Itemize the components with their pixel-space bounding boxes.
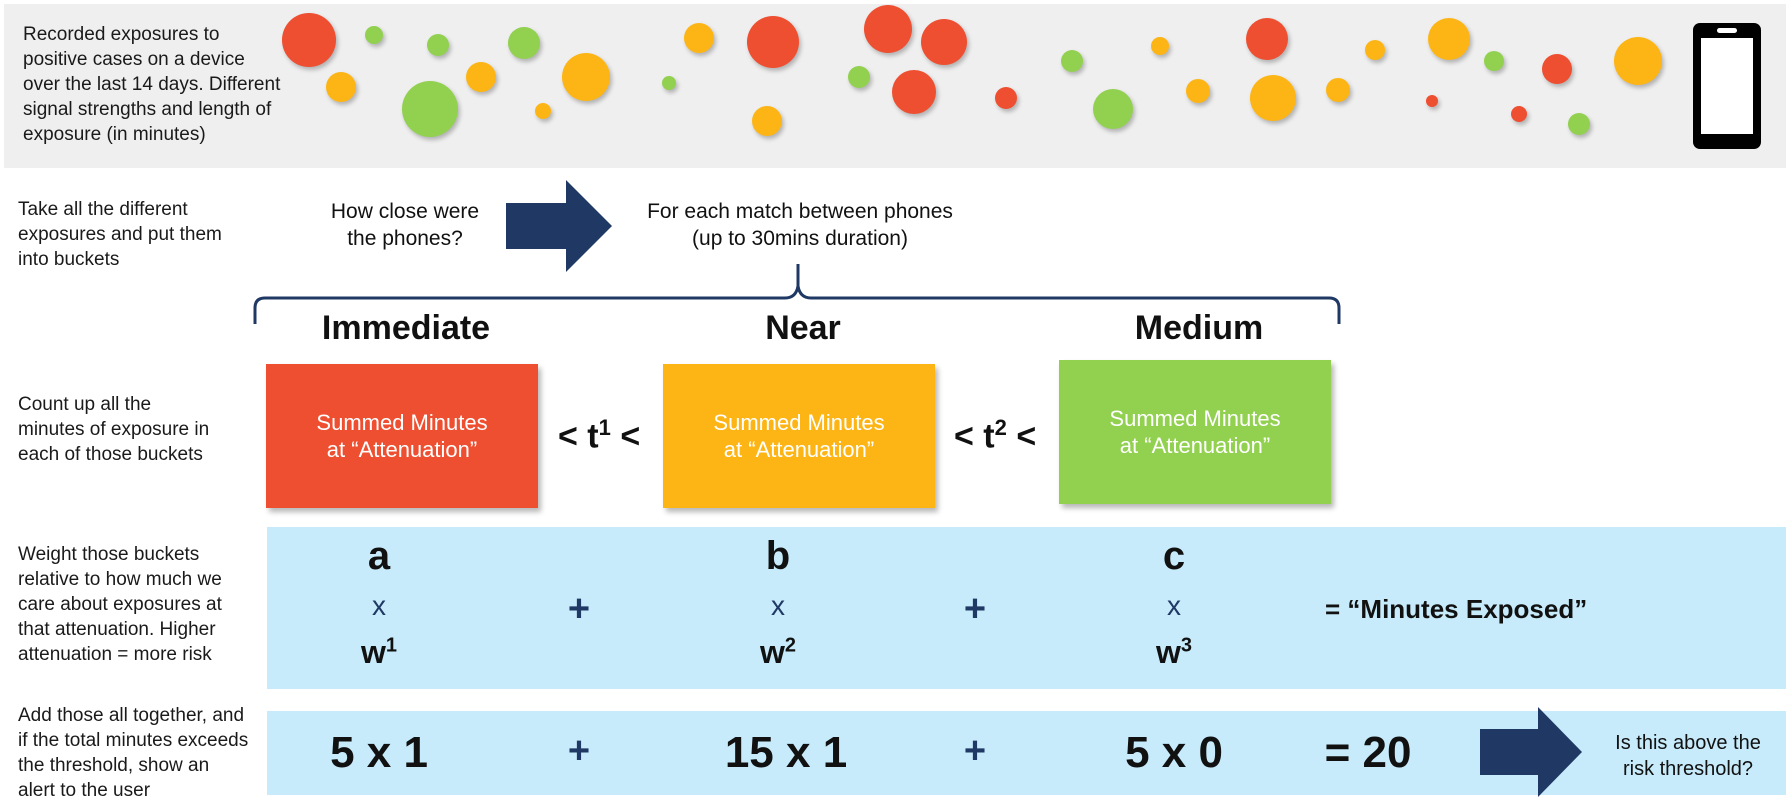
exposure-dot-green bbox=[662, 76, 676, 90]
exposure-dot-orange bbox=[1186, 79, 1210, 103]
exposure-dot-orange bbox=[1365, 40, 1385, 60]
exposure-dot-red bbox=[747, 16, 799, 68]
exposure-dot-red bbox=[892, 70, 936, 114]
exposure-dot-orange bbox=[1326, 78, 1350, 102]
term-c-weight: w3 bbox=[1155, 634, 1192, 670]
example-term-near: 15 x 1 bbox=[724, 728, 848, 777]
threshold-t2: < t2 < bbox=[954, 415, 1037, 456]
count-description: Count up all the minutes of exposure in … bbox=[18, 394, 210, 465]
bucket-medium: Summed Minutes at “Attenuation” bbox=[1059, 360, 1331, 504]
right-arrow-icon bbox=[1480, 707, 1582, 797]
exposure-dot-orange bbox=[535, 103, 551, 119]
bucket-title-immediate: Immediate bbox=[321, 309, 491, 347]
plus-sign: + bbox=[567, 730, 591, 772]
exposure-dot-green bbox=[848, 66, 870, 88]
exposure-dot-orange bbox=[752, 106, 782, 136]
bucket-title-medium: Medium bbox=[1134, 309, 1264, 347]
exposure-dot-red bbox=[282, 13, 336, 67]
term-b-weight: w2 bbox=[759, 634, 796, 670]
phone-icon bbox=[1693, 23, 1761, 149]
exposure-dot-green bbox=[508, 27, 540, 59]
right-arrow-icon bbox=[506, 180, 612, 272]
exposure-dot-orange bbox=[1428, 18, 1470, 60]
example-total: = 20 bbox=[1324, 728, 1412, 777]
exposure-dot-red bbox=[1542, 54, 1572, 84]
exposure-dot-green bbox=[402, 81, 458, 137]
threshold-t1: < t1 < bbox=[558, 415, 641, 456]
exposure-dot-red bbox=[1246, 18, 1288, 60]
bucket-immediate: Summed Minutes at “Attenuation” bbox=[266, 364, 538, 508]
how-close-question: How close were the phones? bbox=[330, 200, 480, 250]
exposure-dot-green bbox=[1061, 50, 1083, 72]
term-a-letter: a bbox=[367, 534, 391, 578]
exposure-dot-orange bbox=[562, 53, 610, 101]
minutes-exposed-label: = “Minutes Exposed” bbox=[1325, 594, 1588, 624]
term-b-times: x bbox=[771, 590, 785, 621]
exposure-dot-green bbox=[427, 34, 449, 56]
plus-sign: + bbox=[963, 730, 987, 772]
example-term-medium: 5 x 0 bbox=[1125, 728, 1223, 777]
exposure-dot-green bbox=[1093, 89, 1133, 129]
exposure-dot-orange bbox=[684, 23, 714, 53]
term-a-weight: w1 bbox=[360, 634, 397, 670]
term-c-letter: c bbox=[1162, 534, 1186, 578]
plus-sign: + bbox=[567, 588, 591, 630]
exposure-dot-red bbox=[864, 5, 912, 53]
term-b-letter: b bbox=[765, 534, 791, 578]
example-term-immediate: 5 x 1 bbox=[330, 728, 428, 777]
exposure-dot-green bbox=[365, 26, 383, 44]
exposure-dot-red bbox=[995, 87, 1017, 109]
term-a-times: x bbox=[372, 590, 386, 621]
exposure-dot-orange bbox=[1250, 75, 1296, 121]
exposure-dot-red bbox=[921, 19, 967, 65]
exposure-dot-orange bbox=[1614, 37, 1662, 85]
plus-sign: + bbox=[963, 588, 987, 630]
exposure-dot-orange bbox=[1151, 37, 1169, 55]
term-c-times: x bbox=[1167, 590, 1181, 621]
bucket-near: Summed Minutes at “Attenuation” bbox=[663, 364, 935, 508]
buckets-description: Take all the different exposures and put… bbox=[18, 199, 222, 270]
exposure-dot-green bbox=[1568, 113, 1590, 135]
total-description: Add those all together, and if the total… bbox=[18, 705, 249, 801]
exposure-dot-orange bbox=[466, 62, 496, 92]
curly-bracket bbox=[253, 264, 1341, 324]
exposure-dot-green bbox=[1484, 51, 1504, 71]
match-description: For each match between phones (up to 30m… bbox=[647, 200, 953, 250]
bucket-title-near: Near bbox=[765, 309, 841, 347]
weights-band bbox=[267, 527, 1786, 689]
exposure-dot-red bbox=[1426, 95, 1438, 107]
exposure-dot-red bbox=[1511, 106, 1527, 122]
exposures-description: Recorded exposures to positive cases on … bbox=[23, 24, 281, 145]
weights-description: Weight those buckets relative to how muc… bbox=[18, 544, 222, 665]
risk-threshold-question: Is this above the risk threshold? bbox=[1615, 732, 1761, 780]
exposure-dot-orange bbox=[326, 72, 356, 102]
